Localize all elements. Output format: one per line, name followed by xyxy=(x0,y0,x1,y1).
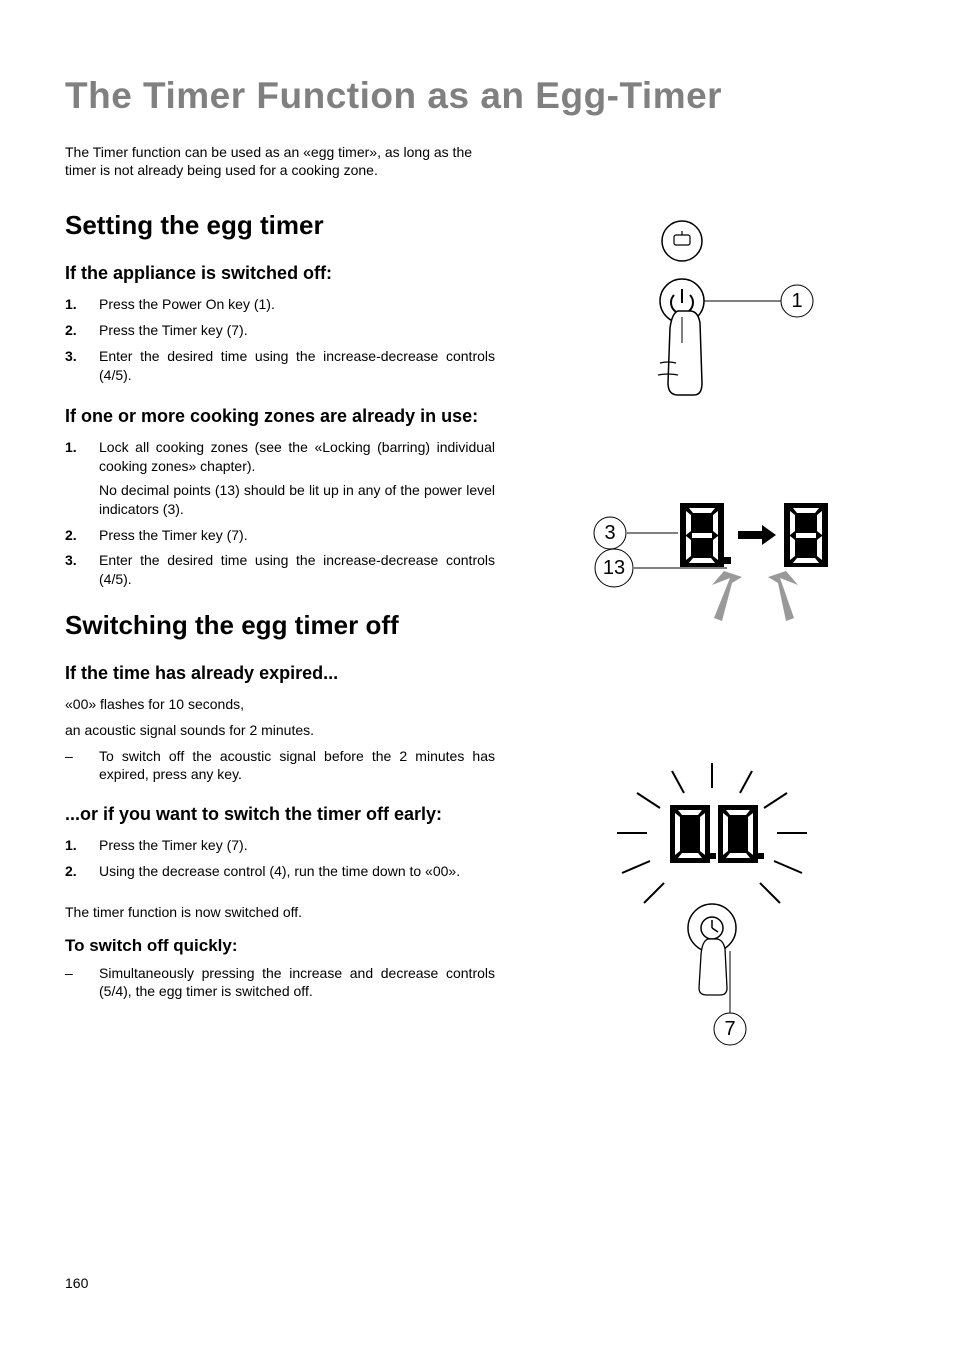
bullet-list: – To switch off the acoustic signal befo… xyxy=(65,747,495,785)
sub-appliance-off-heading: If the appliance is switched off: xyxy=(65,263,495,285)
bullet-dash: – xyxy=(65,747,99,785)
callout-label: 7 xyxy=(724,1018,735,1040)
steps-zones-in-use: 1. Lock all cooking zones (see the «Lock… xyxy=(65,438,495,589)
paragraph: an acoustic signal sounds for 2 minutes. xyxy=(65,721,495,740)
list-item: – Simultaneously pressing the increase a… xyxy=(65,964,495,1002)
step-number: 3. xyxy=(65,347,99,385)
step-number: 2. xyxy=(65,862,99,881)
right-column: 1 xyxy=(545,143,879,1053)
steps-appliance-off: 1. Press the Power On key (1). 2. Press … xyxy=(65,295,495,385)
sub-zones-in-use-heading: If one or more cooking zones are already… xyxy=(65,406,495,428)
callout-label: 1 xyxy=(791,290,802,312)
section-setting-heading: Setting the egg timer xyxy=(65,211,495,241)
callout-label: 13 xyxy=(603,557,625,579)
bullet-text: To switch off the acoustic signal before… xyxy=(99,747,495,785)
sub-time-expired-heading: If the time has already expired... xyxy=(65,663,495,685)
step-text: Using the decrease control (4), run the … xyxy=(99,862,495,881)
list-item: 3. Enter the desired time using the incr… xyxy=(65,347,495,385)
step-text: Press the Timer key (7). xyxy=(99,836,495,855)
callout-label: 3 xyxy=(604,522,615,544)
list-item: 2. Using the decrease control (4), run t… xyxy=(65,862,495,881)
intro-paragraph: The Timer function can be used as an «eg… xyxy=(65,143,495,179)
left-column: The Timer function can be used as an «eg… xyxy=(65,143,495,1053)
paragraph: The timer function is now switched off. xyxy=(65,903,495,922)
bullet-text: Simultaneously pressing the increase and… xyxy=(99,964,495,1002)
list-item: 1. Lock all cooking zones (see the «Lock… xyxy=(65,438,495,519)
figure-display-digits: 3 13 xyxy=(545,473,879,673)
steps-switch-early: 1. Press the Timer key (7). 2. Using the… xyxy=(65,836,495,881)
step-text: Lock all cooking zones (see the «Locking… xyxy=(99,438,495,519)
bullet-list: – Simultaneously pressing the increase a… xyxy=(65,964,495,1002)
list-item: 1. Press the Timer key (7). xyxy=(65,836,495,855)
step-number: 1. xyxy=(65,438,99,519)
paragraph: «00» flashes for 10 seconds, xyxy=(65,695,495,714)
page-number: 160 xyxy=(65,1275,88,1291)
list-item: 3. Enter the desired time using the incr… xyxy=(65,551,495,589)
sub-quick-heading: To switch off quickly: xyxy=(65,936,495,956)
power-key-illustration: 1 xyxy=(582,213,842,413)
figure-power-key: 1 xyxy=(545,213,879,413)
step-number: 1. xyxy=(65,295,99,314)
bullet-dash: – xyxy=(65,964,99,1002)
timer-flash-illustration: 7 xyxy=(562,733,862,1053)
list-item: – To switch off the acoustic signal befo… xyxy=(65,747,495,785)
list-item: 2. Press the Timer key (7). xyxy=(65,321,495,340)
step-text: Enter the desired time using the increas… xyxy=(99,347,495,385)
list-item: 2. Press the Timer key (7). xyxy=(65,526,495,545)
figure-timer-flash: 7 xyxy=(545,733,879,1053)
step-number: 2. xyxy=(65,526,99,545)
step-note: No decimal points (13) should be lit up … xyxy=(99,481,495,519)
sub-switch-early-heading: ...or if you want to switch the timer of… xyxy=(65,804,495,826)
section-switching-off-heading: Switching the egg timer off xyxy=(65,611,495,641)
step-text: Press the Power On key (1). xyxy=(99,295,495,314)
step-text: Enter the desired time using the increas… xyxy=(99,551,495,589)
step-text: Press the Timer key (7). xyxy=(99,321,495,340)
step-number: 1. xyxy=(65,836,99,855)
step-number: 2. xyxy=(65,321,99,340)
step-text: Press the Timer key (7). xyxy=(99,526,495,545)
content-row: The Timer function can be used as an «eg… xyxy=(65,143,879,1053)
step-number: 3. xyxy=(65,551,99,589)
page-title: The Timer Function as an Egg-Timer xyxy=(65,75,879,117)
list-item: 1. Press the Power On key (1). xyxy=(65,295,495,314)
display-illustration: 3 13 xyxy=(562,473,862,673)
step-text-main: Lock all cooking zones (see the «Locking… xyxy=(99,439,495,474)
